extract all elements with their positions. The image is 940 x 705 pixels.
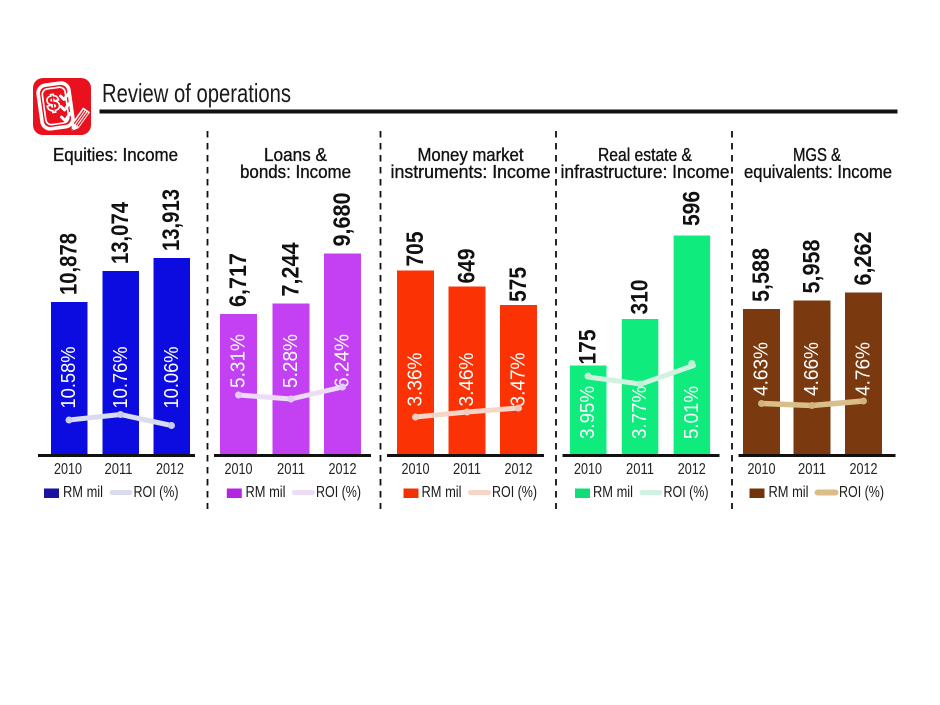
svg-text:4.63%: 4.63% — [751, 342, 773, 396]
svg-text:2010: 2010 — [402, 461, 430, 478]
svg-text:5.31%: 5.31% — [228, 334, 250, 388]
svg-text:2010: 2010 — [54, 461, 82, 478]
svg-text:Review of operations: Review of operations — [102, 78, 291, 108]
svg-text:ROI (%): ROI (%) — [664, 484, 709, 501]
svg-text:Real estate &: Real estate & — [598, 145, 692, 165]
svg-text:4.76%: 4.76% — [853, 342, 875, 396]
svg-text:6,717: 6,717 — [225, 253, 252, 307]
svg-text:2011: 2011 — [626, 461, 654, 478]
svg-text:2012: 2012 — [678, 461, 706, 478]
svg-text:5,588: 5,588 — [748, 248, 775, 302]
svg-text:6.24%: 6.24% — [332, 334, 354, 388]
svg-text:RM mil: RM mil — [422, 484, 462, 501]
svg-text:2012: 2012 — [505, 461, 533, 478]
svg-text:2010: 2010 — [748, 461, 776, 478]
svg-text:4.66%: 4.66% — [801, 342, 823, 396]
svg-text:MGS &: MGS & — [793, 145, 841, 165]
svg-text:ROI (%): ROI (%) — [134, 484, 179, 501]
svg-text:2010: 2010 — [574, 461, 602, 478]
svg-text:5.28%: 5.28% — [280, 334, 302, 388]
svg-text:RM mil: RM mil — [769, 484, 809, 501]
svg-text:649: 649 — [454, 249, 481, 284]
svg-text:RM mil: RM mil — [63, 484, 103, 501]
svg-text:2011: 2011 — [105, 461, 133, 478]
svg-text:$: $ — [46, 92, 60, 115]
svg-text:13,913: 13,913 — [158, 189, 185, 251]
svg-text:2011: 2011 — [453, 461, 481, 478]
svg-text:3.95%: 3.95% — [577, 386, 599, 439]
svg-text:ROI (%): ROI (%) — [839, 484, 884, 501]
svg-text:175: 175 — [575, 330, 602, 365]
svg-text:10.06%: 10.06% — [161, 346, 183, 408]
svg-text:6,262: 6,262 — [850, 232, 877, 286]
svg-text:equivalents: Income: equivalents: Income — [744, 162, 892, 182]
svg-text:RM mil: RM mil — [246, 484, 286, 501]
svg-text:RM mil: RM mil — [593, 484, 633, 501]
svg-text:10,878: 10,878 — [56, 233, 83, 295]
svg-text:3.47%: 3.47% — [508, 352, 530, 406]
svg-text:310: 310 — [627, 280, 654, 315]
svg-text:Loans &: Loans & — [264, 145, 327, 165]
svg-text:575: 575 — [505, 267, 532, 302]
svg-text:5.01%: 5.01% — [681, 386, 703, 439]
svg-text:ROI (%): ROI (%) — [492, 484, 537, 501]
svg-text:ROI (%): ROI (%) — [316, 484, 361, 501]
svg-text:596: 596 — [678, 191, 705, 226]
svg-text:7,244: 7,244 — [278, 242, 305, 297]
svg-text:2012: 2012 — [329, 461, 357, 478]
svg-text:2010: 2010 — [225, 461, 253, 478]
svg-text:10.58%: 10.58% — [58, 346, 80, 408]
svg-text:instruments: Income: instruments: Income — [391, 162, 551, 182]
svg-text:bonds: Income: bonds: Income — [240, 162, 351, 182]
svg-text:3.36%: 3.36% — [405, 352, 427, 406]
svg-text:infrastructure: Income: infrastructure: Income — [561, 162, 730, 182]
svg-text:2011: 2011 — [277, 461, 305, 478]
svg-text:2011: 2011 — [798, 461, 826, 478]
svg-text:705: 705 — [402, 232, 429, 267]
svg-text:2012: 2012 — [850, 461, 878, 478]
svg-text:10.76%: 10.76% — [110, 346, 132, 408]
svg-text:3.46%: 3.46% — [456, 352, 478, 406]
svg-text:13,074: 13,074 — [107, 201, 134, 264]
svg-text:Money market: Money market — [418, 145, 524, 165]
svg-text:3.77%: 3.77% — [629, 386, 651, 439]
svg-text:2012: 2012 — [156, 461, 184, 478]
svg-text:Equities: Income: Equities: Income — [53, 145, 178, 165]
svg-text:5,958: 5,958 — [799, 240, 826, 294]
svg-text:9,680: 9,680 — [329, 193, 356, 247]
